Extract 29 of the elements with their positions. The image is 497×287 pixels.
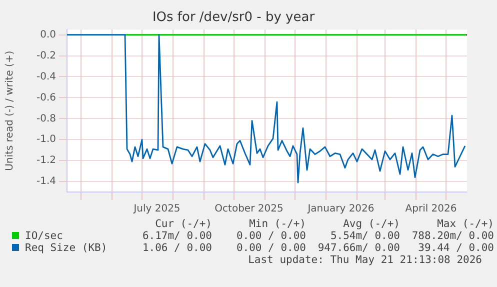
x-tick-label: January 2026 — [306, 204, 374, 215]
y-tick-label: -0.8 — [36, 113, 56, 124]
text: Last update: Thu May 21 21:13:08 2026 — [247, 254, 482, 266]
text: 1.06 / 0.00 — [141, 242, 212, 254]
text: Min (-/+) — [248, 218, 306, 230]
y-tick-label: -0.6 — [36, 92, 56, 104]
x-tick-label: April 2026 — [405, 204, 457, 215]
text: Max (-/+) — [436, 218, 494, 230]
text: 947.66m/ 0.00 — [316, 242, 400, 254]
y-tick-label: -1.4 — [36, 176, 56, 188]
y-axis-title: Units read (-) / write (+) — [4, 50, 16, 171]
y-tick-label: 0.0 — [40, 29, 56, 40]
y-tick-label: -1.2 — [36, 155, 56, 166]
text: Cur (-/+) — [154, 218, 212, 230]
text: 6.17m/ 0.00 — [141, 230, 212, 242]
x-tick-label: October 2025 — [214, 204, 284, 215]
text: Avg (-/+) — [342, 218, 400, 230]
x-tick-label: July 2025 — [132, 204, 180, 215]
chart-title: IOs for /dev/sr0 - by year — [152, 10, 316, 26]
text: 39.44 / 0.00 — [417, 242, 494, 254]
y-tick-label: -0.4 — [36, 71, 56, 82]
legend-label: Req Size (KB) — [24, 242, 108, 254]
text: 0.00 / 0.00 — [235, 230, 306, 242]
legend-label: IO/sec — [24, 230, 64, 242]
y-tick-label: -1.0 — [36, 134, 56, 146]
text: 788.20m/ 0.00 — [410, 230, 494, 242]
text: 0.00 / 0.00 — [235, 242, 306, 254]
y-tick-label: -0.2 — [36, 50, 56, 62]
text: 5.54m/ 0.00 — [329, 230, 400, 242]
